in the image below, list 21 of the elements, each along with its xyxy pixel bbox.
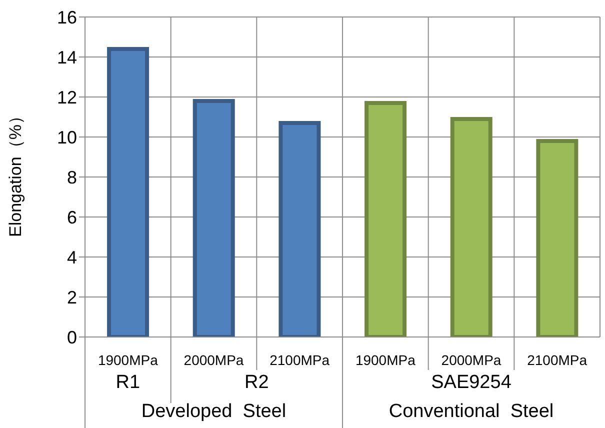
y-tick-label: 0	[66, 327, 77, 348]
y-tick-label: 6	[66, 207, 77, 228]
x-tick-label: 1900MPa	[355, 352, 416, 368]
x-tick-label: 2000MPa	[441, 352, 502, 368]
y-tick-label: 8	[66, 167, 77, 188]
y-tick-label: 2	[66, 287, 77, 308]
text: Developed Steel	[141, 401, 286, 422]
text: SAE9254	[431, 372, 512, 393]
y-tick-label: 4	[66, 247, 77, 268]
y-tick-label: 14	[56, 47, 77, 68]
x-tick-label: 2100MPa	[270, 352, 330, 368]
y-tick-label: 12	[56, 87, 77, 108]
y-tick-label: 10	[56, 127, 77, 148]
x-tick-label: 2000MPa	[184, 352, 244, 368]
x-tick-label: 2100MPa	[527, 352, 588, 368]
y-axis-title: Elongation（%）	[6, 108, 26, 237]
text: Conventional Steel	[388, 401, 554, 422]
x-tick-label: 1900MPa	[98, 352, 158, 368]
text: R2	[244, 372, 269, 393]
text: R1	[116, 372, 140, 393]
y-tick-label: 16	[56, 7, 77, 28]
